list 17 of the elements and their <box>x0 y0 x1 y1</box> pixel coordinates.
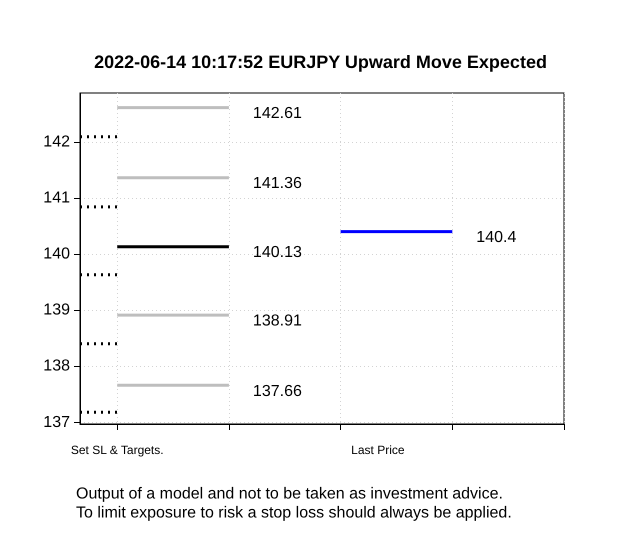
y-tick-label: 140 <box>43 246 70 263</box>
data-label: 140.4 <box>476 229 516 246</box>
chart-title: 2022-06-14 10:17:52 EURJPY Upward Move Expected <box>94 52 547 72</box>
x-tick-label: Last Price <box>351 443 405 457</box>
y-tick-label: 141 <box>43 189 70 206</box>
data-label: 138.91 <box>252 312 302 330</box>
y-tick-label: 137 <box>43 414 70 431</box>
y-tick-label: 138 <box>43 358 70 375</box>
text: To limit exposure to risk a stop loss should always be applied. <box>76 504 512 522</box>
y-tick-label: 139 <box>43 302 70 319</box>
data-label: 137.66 <box>252 382 302 400</box>
x-tick-label: Set SL & Targets. <box>70 443 164 457</box>
data-label: 140.13 <box>252 244 302 262</box>
data-label: 142.61 <box>252 105 302 122</box>
y-tick-label: 142 <box>43 133 70 150</box>
text: Output of a model and not to be taken as investment advice. <box>76 486 503 502</box>
data-label: 141.36 <box>252 175 302 192</box>
